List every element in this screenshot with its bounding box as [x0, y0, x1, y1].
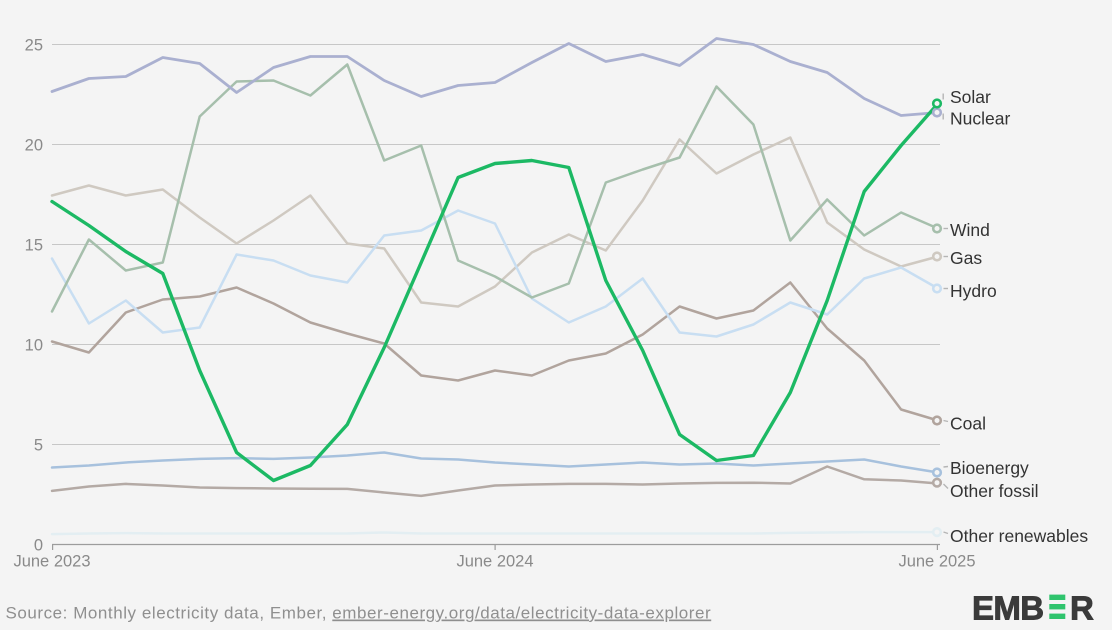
- svg-text:5: 5: [34, 437, 43, 455]
- svg-text:Hydro: Hydro: [950, 281, 997, 301]
- svg-text:20: 20: [25, 137, 43, 155]
- svg-text:15: 15: [25, 237, 43, 255]
- svg-text:June 2023: June 2023: [13, 553, 90, 571]
- svg-text:Wind: Wind: [950, 220, 990, 240]
- svg-text:0: 0: [34, 537, 43, 555]
- svg-text:June 2025: June 2025: [898, 553, 975, 571]
- svg-text:R: R: [1070, 589, 1094, 626]
- svg-text:Bioenergy: Bioenergy: [950, 458, 1029, 478]
- svg-text:Other renewables: Other renewables: [950, 526, 1088, 546]
- svg-text:25: 25: [25, 37, 43, 55]
- svg-text:Nuclear: Nuclear: [950, 109, 1010, 129]
- svg-text:Source: Monthly electricity da: Source: Monthly electricity data, Ember,…: [6, 604, 712, 623]
- svg-text:Other fossil: Other fossil: [950, 481, 1039, 501]
- svg-text:Solar: Solar: [950, 87, 991, 107]
- svg-text:Gas: Gas: [950, 248, 982, 268]
- svg-text:Coal: Coal: [950, 414, 986, 434]
- svg-text:June 2024: June 2024: [456, 553, 533, 571]
- svg-text:EMB: EMB: [972, 589, 1044, 626]
- svg-text:10: 10: [25, 337, 43, 355]
